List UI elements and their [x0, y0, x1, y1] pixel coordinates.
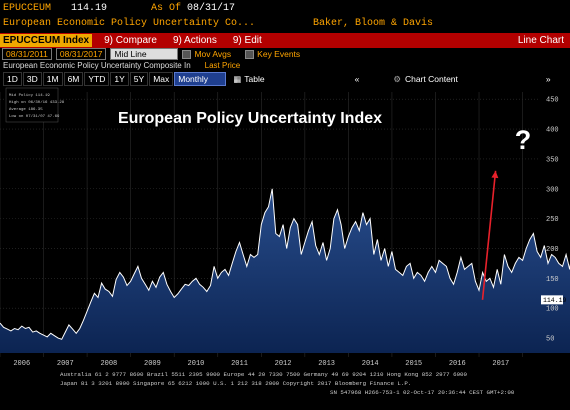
footer-line-2: Japan 81 3 3201 8900 Singapore 65 6212 1… — [60, 380, 411, 387]
table-icon[interactable]: ▦ — [233, 73, 242, 84]
table-button[interactable]: Table — [244, 74, 265, 84]
y-tick-label: 200 — [546, 246, 559, 254]
compare-menu[interactable]: 9) Compare — [104, 35, 157, 46]
period-1y[interactable]: 1Y — [110, 72, 129, 86]
y-tick-label: 250 — [546, 216, 559, 224]
data-source: Baker, Bloom & Davis — [313, 18, 434, 29]
period-max[interactable]: Max — [149, 72, 174, 86]
x-tick-label: 2010 — [188, 360, 205, 368]
x-tick-label: 2014 — [362, 360, 379, 368]
legend-mid: Mid Policy 114.19 — [9, 93, 50, 98]
legend-low: Low on 07/31/07 47.69 — [9, 114, 60, 119]
last-value-tag: 114.19 — [541, 295, 567, 305]
series-line — [0, 188, 570, 340]
series-label: European Economic Policy Uncertainty Com… — [3, 61, 191, 70]
mov-avgs-checkbox[interactable] — [182, 49, 192, 59]
y-tick-label: 350 — [546, 156, 559, 164]
y-tick-label: 150 — [546, 276, 559, 284]
collapse-icon[interactable]: « — [354, 74, 360, 84]
view-type[interactable]: Line Chart — [517, 35, 564, 46]
period-ytd[interactable]: YTD — [84, 72, 110, 86]
x-tick-label: 2008 — [100, 360, 117, 368]
x-tick-label: 2013 — [318, 360, 335, 368]
last-price: 114.19 — [71, 2, 108, 14]
chart-content-icon: ⚙ — [393, 73, 401, 84]
x-axis: 2006 2007 2008 2009 2010 2011 2012 2013 2014 2015… — [13, 360, 509, 368]
last-value-label: 114.19 — [543, 297, 567, 304]
question-annotation: ? — [515, 125, 532, 155]
legend-box: Mid Policy 114.19 High on 06/30/16 433.2… — [5, 87, 65, 123]
y-tick-label: 400 — [546, 127, 559, 135]
line-type-select[interactable]: Mid Line — [110, 48, 179, 60]
x-tick-label: 2012 — [275, 360, 292, 368]
as-of-date: 08/31/17 — [187, 2, 236, 14]
y-tick-label: 300 — [546, 186, 559, 194]
x-tick-label: 2009 — [144, 360, 161, 368]
period-6m[interactable]: 6M — [63, 72, 84, 86]
x-tick-label: 2011 — [231, 360, 248, 368]
footer-line-1: Australia 61 2 9777 8600 Brazil 5511 239… — [60, 371, 468, 378]
actions-menu[interactable]: 9) Actions — [172, 35, 217, 46]
legend-average: Average 186.35 — [9, 107, 43, 112]
trend-arrow-head — [491, 170, 499, 179]
price-field-label: Last Price — [204, 61, 241, 70]
x-tick-label: 2006 — [13, 360, 30, 368]
chart-title: European Policy Uncertainty Index — [118, 110, 382, 127]
x-tick-label: 2016 — [449, 360, 466, 368]
key-events-checkbox[interactable] — [245, 49, 255, 59]
y-axis: 50 100 150 200 250 300 350 400 450 — [546, 97, 559, 344]
period-5y[interactable]: 5Y — [129, 72, 149, 86]
ticker-symbol: EPUCCEUM — [3, 2, 52, 14]
series-area — [0, 188, 570, 353]
trend-arrow — [481, 170, 497, 300]
x-tick-label: 2017 — [492, 360, 509, 368]
end-date-field[interactable]: 08/31/2017 — [55, 48, 107, 60]
y-tick-label: 450 — [546, 97, 559, 105]
start-date-field[interactable]: 08/31/2011 — [2, 48, 52, 60]
frequency-select[interactable]: Monthly — [174, 72, 227, 86]
period-1m[interactable]: 1M — [42, 72, 63, 86]
legend-high: High on 06/30/16 433.28 — [9, 100, 65, 105]
x-tick-label: 2007 — [57, 360, 74, 368]
edit-menu[interactable]: 9) Edit — [232, 35, 262, 46]
security-field[interactable]: EPUCCEUM Index — [0, 34, 93, 47]
expand-icon[interactable]: » — [545, 74, 551, 84]
y-tick-label: 100 — [546, 306, 559, 314]
chart-content-label[interactable]: Chart Content — [404, 74, 458, 84]
series-description: European Economic Policy Uncertainty Co.… — [3, 18, 256, 29]
as-of-label: As Of — [151, 2, 182, 14]
x-tick-label: 2015 — [405, 360, 422, 368]
mov-avgs-label: Mov Avgs — [194, 49, 232, 59]
period-1d[interactable]: 1D — [3, 72, 22, 86]
key-events-label: Key Events — [257, 49, 301, 59]
y-tick-label: 50 — [546, 336, 554, 344]
footer-line-3: SN 547968 H266-753-1 02-Oct-17 20:36:44 … — [330, 389, 515, 396]
period-3d[interactable]: 3D — [22, 72, 42, 86]
